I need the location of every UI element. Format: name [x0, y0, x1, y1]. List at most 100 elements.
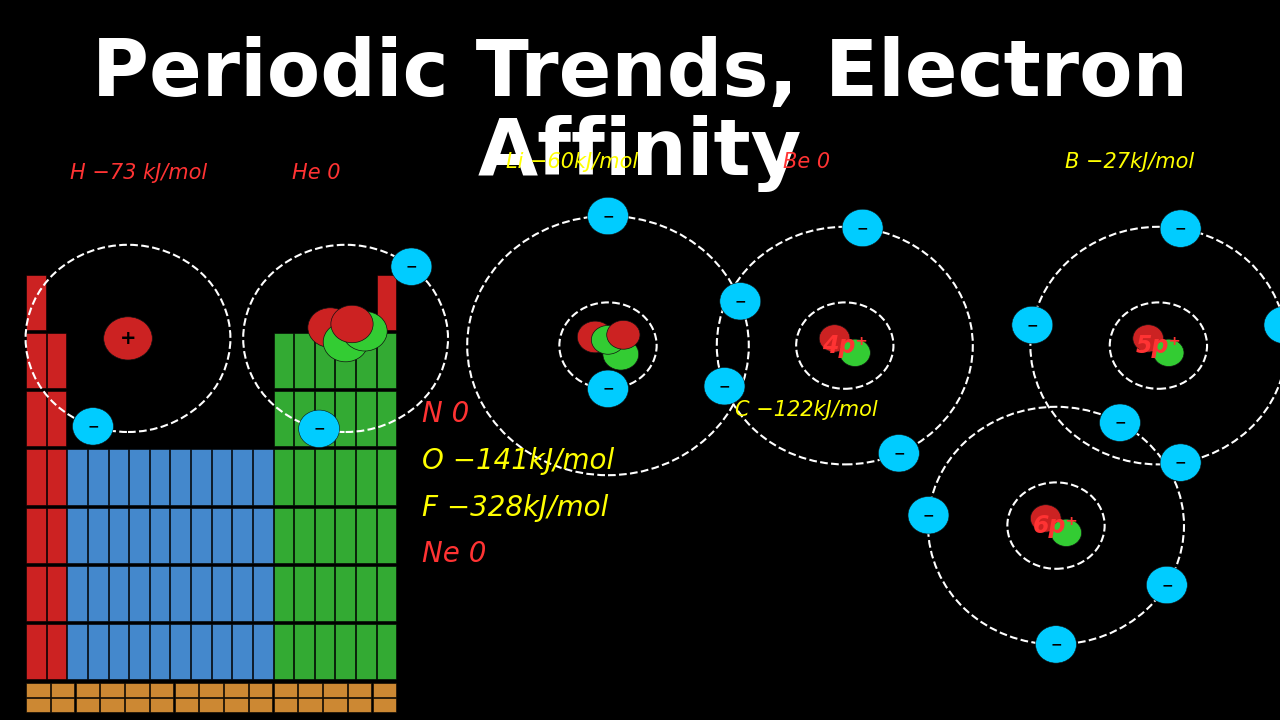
Text: 4p⁺: 4p⁺ — [822, 333, 868, 358]
Ellipse shape — [819, 325, 850, 352]
Bar — [68, 449, 87, 505]
Text: 6p⁺: 6p⁺ — [1033, 513, 1079, 538]
Text: He 0: He 0 — [292, 163, 340, 183]
Bar — [109, 508, 128, 563]
Text: −: − — [87, 419, 99, 433]
Bar — [315, 508, 334, 563]
Bar — [191, 624, 211, 679]
Ellipse shape — [840, 339, 870, 366]
Ellipse shape — [298, 410, 339, 448]
Bar — [253, 624, 273, 679]
Bar — [335, 391, 355, 446]
Bar — [88, 449, 108, 505]
Bar — [47, 624, 67, 679]
Text: −: − — [856, 221, 868, 235]
Ellipse shape — [878, 435, 919, 472]
Bar — [335, 333, 355, 388]
Text: −: − — [1114, 415, 1126, 430]
Bar — [315, 566, 334, 621]
Ellipse shape — [588, 197, 628, 235]
Ellipse shape — [591, 325, 625, 354]
Bar — [68, 624, 87, 679]
Bar — [274, 391, 293, 446]
Ellipse shape — [308, 307, 353, 347]
Ellipse shape — [1036, 626, 1076, 663]
Ellipse shape — [1153, 339, 1184, 366]
Bar — [26, 449, 46, 505]
Bar — [26, 683, 50, 697]
Text: Li −60kJ/mol: Li −60kJ/mol — [506, 152, 637, 172]
Bar — [100, 698, 124, 712]
Text: −: − — [718, 379, 731, 393]
Bar — [294, 566, 314, 621]
Bar — [253, 449, 273, 505]
Bar — [88, 624, 108, 679]
Ellipse shape — [1030, 505, 1061, 532]
Bar — [233, 624, 252, 679]
Bar — [356, 333, 375, 388]
Bar — [129, 449, 148, 505]
Bar — [150, 508, 169, 563]
Text: −: − — [1279, 318, 1280, 332]
Ellipse shape — [577, 321, 613, 353]
Bar — [298, 683, 323, 697]
Bar — [348, 698, 371, 712]
Bar — [315, 449, 334, 505]
Ellipse shape — [1147, 566, 1188, 603]
Bar — [356, 508, 375, 563]
Bar — [224, 698, 248, 712]
Text: −: − — [406, 260, 417, 274]
Ellipse shape — [343, 311, 388, 351]
Bar — [376, 449, 397, 505]
Bar — [294, 391, 314, 446]
Bar — [51, 698, 74, 712]
Bar — [26, 624, 46, 679]
Bar — [109, 624, 128, 679]
Text: −: − — [1027, 318, 1038, 332]
Bar — [323, 683, 347, 697]
Bar — [356, 391, 375, 446]
Bar — [315, 624, 334, 679]
Ellipse shape — [588, 370, 628, 408]
Bar — [376, 391, 397, 446]
Bar — [233, 508, 252, 563]
Ellipse shape — [1012, 306, 1053, 343]
Bar — [233, 566, 252, 621]
Text: B −27kJ/mol: B −27kJ/mol — [1065, 152, 1194, 172]
Bar — [335, 624, 355, 679]
Text: −: − — [314, 422, 325, 436]
Bar — [150, 624, 169, 679]
Bar — [372, 683, 397, 697]
Text: −: − — [602, 209, 614, 223]
Ellipse shape — [324, 323, 369, 361]
Bar — [315, 333, 334, 388]
Bar — [294, 449, 314, 505]
Bar — [26, 275, 46, 330]
Bar — [47, 449, 67, 505]
Bar — [47, 566, 67, 621]
Bar — [274, 333, 293, 388]
Ellipse shape — [1160, 444, 1201, 481]
Bar — [125, 698, 148, 712]
Ellipse shape — [73, 408, 114, 445]
Bar — [170, 508, 189, 563]
Bar — [191, 566, 211, 621]
Bar — [170, 449, 189, 505]
Text: Periodic Trends, Electron: Periodic Trends, Electron — [92, 36, 1188, 112]
Bar — [26, 391, 46, 446]
Bar — [274, 566, 293, 621]
Text: −: − — [1050, 637, 1062, 652]
Bar — [129, 624, 148, 679]
Bar — [233, 449, 252, 505]
Bar — [348, 683, 371, 697]
Bar — [100, 683, 124, 697]
Bar — [248, 698, 273, 712]
Bar — [356, 624, 375, 679]
Text: C −122kJ/mol: C −122kJ/mol — [735, 400, 877, 420]
Bar — [88, 508, 108, 563]
Bar — [335, 566, 355, 621]
Bar — [191, 508, 211, 563]
Bar — [274, 683, 297, 697]
Bar — [274, 698, 297, 712]
Bar — [211, 508, 232, 563]
